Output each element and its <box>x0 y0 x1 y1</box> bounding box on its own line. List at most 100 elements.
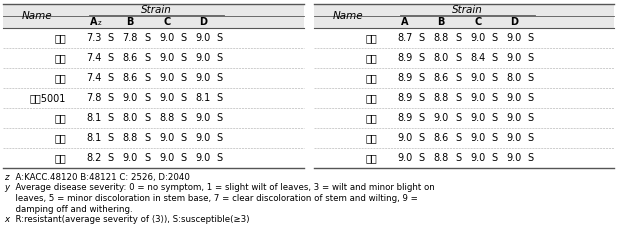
Text: 8.8: 8.8 <box>433 93 449 103</box>
Text: 9.0: 9.0 <box>159 53 175 63</box>
Text: damping off and withering.: damping off and withering. <box>10 204 133 214</box>
Text: 밀성: 밀성 <box>54 53 66 63</box>
Text: y: y <box>4 184 9 192</box>
Text: S: S <box>455 153 461 163</box>
Text: S: S <box>455 33 461 43</box>
Text: A: A <box>401 17 408 27</box>
Text: S: S <box>491 33 497 43</box>
Text: S: S <box>180 53 186 63</box>
Text: A: A <box>90 17 97 27</box>
Text: 8.8: 8.8 <box>159 113 175 123</box>
Text: 9.0: 9.0 <box>507 133 521 143</box>
Text: 7.4: 7.4 <box>86 73 102 83</box>
Text: S: S <box>107 133 113 143</box>
Text: S: S <box>216 133 222 143</box>
Text: S: S <box>107 153 113 163</box>
Text: 8.0: 8.0 <box>433 53 449 63</box>
Text: 만균: 만균 <box>54 33 66 43</box>
Text: 9.0: 9.0 <box>470 33 486 43</box>
Text: 9.0: 9.0 <box>433 113 449 123</box>
Text: S: S <box>455 53 461 63</box>
Text: S: S <box>216 53 222 63</box>
Text: S: S <box>527 153 533 163</box>
Text: 9.0: 9.0 <box>507 33 521 43</box>
Text: 9.0: 9.0 <box>196 73 210 83</box>
Text: 9.0: 9.0 <box>470 113 486 123</box>
Text: 8.6: 8.6 <box>433 73 449 83</box>
Text: 오산: 오산 <box>54 153 66 163</box>
Text: S: S <box>144 113 150 123</box>
Text: 8.1: 8.1 <box>86 133 102 143</box>
Text: S: S <box>107 113 113 123</box>
Text: S: S <box>527 53 533 63</box>
Text: 8.6: 8.6 <box>433 133 449 143</box>
Text: S: S <box>144 73 150 83</box>
Text: S: S <box>491 153 497 163</box>
Text: B: B <box>437 17 445 27</box>
Text: 8.6: 8.6 <box>122 73 138 83</box>
Text: 고품: 고품 <box>365 73 377 83</box>
Text: 9.0: 9.0 <box>159 73 175 83</box>
Text: 7.8: 7.8 <box>86 93 102 103</box>
Text: S: S <box>144 53 150 63</box>
Text: 8.2: 8.2 <box>86 153 102 163</box>
Text: R:resistant(average severity of ⟨3⟩), S:susceptible(≥3): R:resistant(average severity of ⟨3⟩), S:… <box>10 215 249 224</box>
Text: S: S <box>455 133 461 143</box>
Bar <box>314 4 614 28</box>
Text: 9.0: 9.0 <box>507 53 521 63</box>
Text: 다흑: 다흑 <box>365 153 377 163</box>
Text: 9.0: 9.0 <box>159 93 175 103</box>
Text: 중모5001: 중모5001 <box>30 93 66 103</box>
Text: 9.0: 9.0 <box>507 153 521 163</box>
Text: S: S <box>180 73 186 83</box>
Text: S: S <box>144 133 150 143</box>
Text: S: S <box>455 113 461 123</box>
Text: S: S <box>418 73 424 83</box>
Text: 8.9: 8.9 <box>397 73 413 83</box>
Text: 7.8: 7.8 <box>122 33 138 43</box>
Text: S: S <box>418 33 424 43</box>
Text: 황백: 황백 <box>365 93 377 103</box>
Text: S: S <box>180 33 186 43</box>
Text: 8.7: 8.7 <box>397 33 413 43</box>
Text: S: S <box>144 33 150 43</box>
Text: 9.0: 9.0 <box>397 133 413 143</box>
Text: S: S <box>144 153 150 163</box>
Text: C: C <box>164 17 171 27</box>
Text: S: S <box>527 93 533 103</box>
Text: 9.0: 9.0 <box>196 113 210 123</box>
Text: B: B <box>126 17 134 27</box>
Text: S: S <box>418 133 424 143</box>
Text: 8.1: 8.1 <box>196 93 210 103</box>
Text: S: S <box>418 153 424 163</box>
Text: 8.4: 8.4 <box>470 53 486 63</box>
Text: S: S <box>527 113 533 123</box>
Text: Strain: Strain <box>452 5 483 15</box>
Text: S: S <box>180 133 186 143</box>
Text: S: S <box>491 113 497 123</box>
Text: 9.0: 9.0 <box>196 153 210 163</box>
Text: 만리: 만리 <box>54 113 66 123</box>
Text: S: S <box>107 33 113 43</box>
Text: 8.8: 8.8 <box>122 133 138 143</box>
Text: 8.8: 8.8 <box>433 153 449 163</box>
Text: S: S <box>180 153 186 163</box>
Text: 호건: 호건 <box>54 133 66 143</box>
Text: S: S <box>418 53 424 63</box>
Text: S: S <box>216 73 222 83</box>
Text: D: D <box>510 17 518 27</box>
Text: 9.0: 9.0 <box>122 93 138 103</box>
Text: S: S <box>107 93 113 103</box>
Bar <box>3 4 304 28</box>
Text: 9.0: 9.0 <box>159 153 175 163</box>
Text: S: S <box>144 93 150 103</box>
Text: 7.3: 7.3 <box>86 33 102 43</box>
Text: Name: Name <box>333 11 363 21</box>
Text: 8.9: 8.9 <box>397 53 413 63</box>
Text: S: S <box>107 73 113 83</box>
Text: S: S <box>216 113 222 123</box>
Text: 9.0: 9.0 <box>507 113 521 123</box>
Text: S: S <box>180 93 186 103</box>
Text: x: x <box>4 215 9 224</box>
Text: Name: Name <box>22 11 52 21</box>
